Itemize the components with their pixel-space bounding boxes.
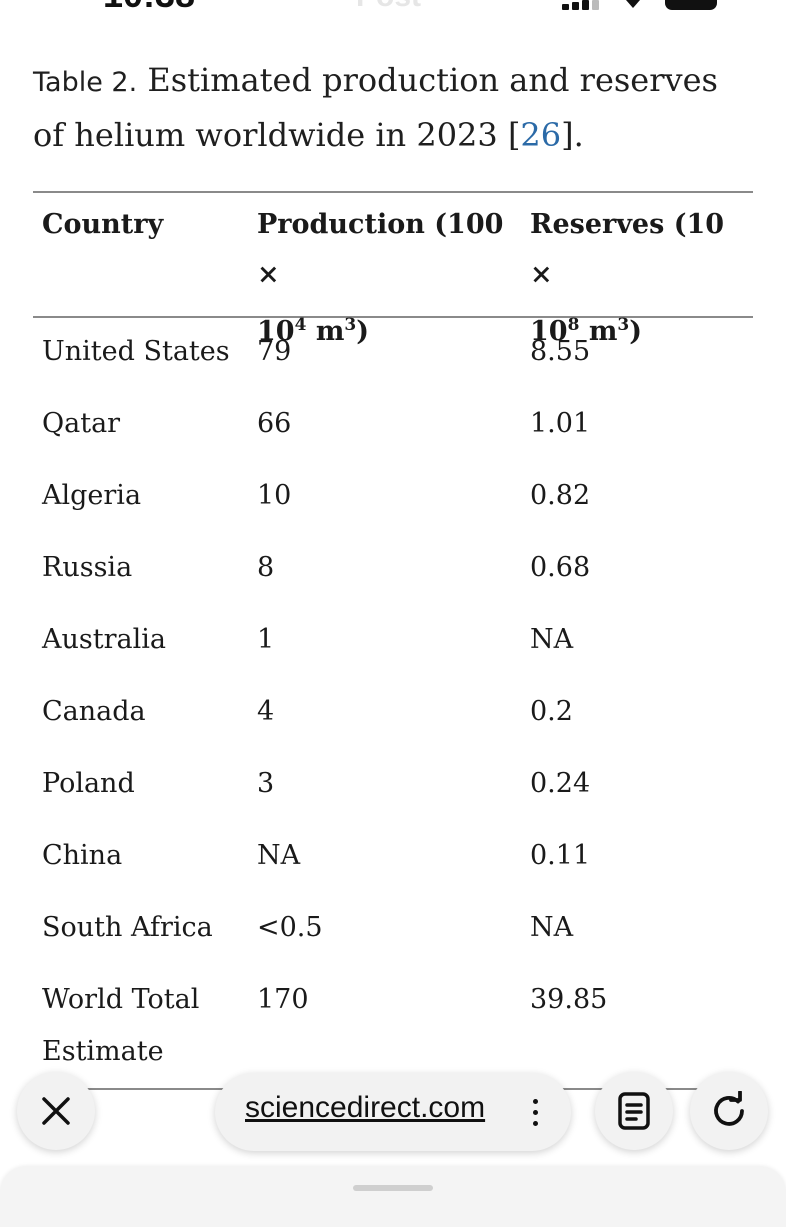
cell-country: United States — [42, 336, 230, 367]
cell-production: 79 — [257, 336, 292, 367]
cell-production: NA — [257, 840, 301, 871]
header-production: Production (100 × 104 m3) — [257, 209, 504, 347]
url-text[interactable]: sciencedirect.com — [245, 1091, 486, 1124]
cell-reserves: 0.2 — [530, 696, 573, 727]
status-bar: 10:38 Post — [0, 0, 786, 20]
cell-country: Poland — [42, 768, 135, 799]
reload-icon — [714, 1091, 744, 1126]
bottom-sheet[interactable] — [0, 1167, 786, 1227]
more-vertical-icon[interactable] — [533, 1099, 539, 1127]
cell-reserves: 8.55 — [530, 336, 591, 367]
cell-reserves: 39.85 — [530, 984, 608, 1015]
caption-label: Table 2. — [33, 67, 138, 98]
cell-country: China — [42, 840, 123, 871]
cell-production: <0.5 — [257, 912, 323, 943]
battery-icon — [665, 0, 717, 10]
caption-ref-close: ]. — [561, 116, 584, 154]
cell-production: 66 — [257, 408, 292, 439]
reader-mode-icon — [618, 1092, 650, 1130]
status-time: 10:38 — [103, 0, 195, 16]
cell-production: 1 — [257, 624, 275, 655]
close-icon — [42, 1097, 70, 1125]
sheet-handle[interactable] — [353, 1185, 433, 1191]
reader-mode-button[interactable] — [595, 1072, 673, 1150]
cell-reserves: 0.82 — [530, 480, 591, 511]
cell-production: 10 — [257, 480, 292, 511]
cell-reserves: NA — [530, 624, 574, 655]
table-top-rule — [33, 191, 753, 193]
reference-link[interactable]: 26 — [520, 116, 562, 154]
address-bar[interactable]: sciencedirect.com — [215, 1073, 571, 1151]
header-reserves: Reserves (10 × 108 m3) — [530, 209, 725, 347]
cell-production: 4 — [257, 696, 275, 727]
cell-country: Russia — [42, 552, 133, 583]
table-header-rule — [33, 316, 753, 318]
close-tab-button[interactable] — [17, 1072, 95, 1150]
signal-icon — [562, 0, 602, 10]
wifi-icon — [626, 0, 640, 8]
cell-country-line1: World Total — [42, 984, 200, 1015]
cell-reserves: 0.68 — [530, 552, 591, 583]
cell-production: 3 — [257, 768, 275, 799]
cell-country: South Africa — [42, 912, 213, 943]
cell-country: Algeria — [42, 480, 142, 511]
cell-country: Canada — [42, 696, 146, 727]
cell-country: Qatar — [42, 408, 121, 439]
cell-country-line2: Estimate — [42, 1036, 164, 1067]
caption-ref-open: [ — [507, 116, 521, 154]
cell-reserves: 0.24 — [530, 768, 591, 799]
cell-reserves: 0.11 — [530, 840, 591, 871]
table-caption: Table 2. Estimated production and reserv… — [33, 54, 733, 162]
reload-button[interactable] — [690, 1072, 768, 1150]
cell-reserves: 1.01 — [530, 408, 591, 439]
cell-country: Australia — [42, 624, 166, 655]
header-country: Country — [42, 209, 164, 240]
caption-text: Estimated production and reserves of hel… — [33, 61, 718, 154]
status-title: Post — [356, 0, 421, 14]
cell-production: 8 — [257, 552, 275, 583]
cell-production: 170 — [257, 984, 309, 1015]
cell-reserves: NA — [530, 912, 574, 943]
